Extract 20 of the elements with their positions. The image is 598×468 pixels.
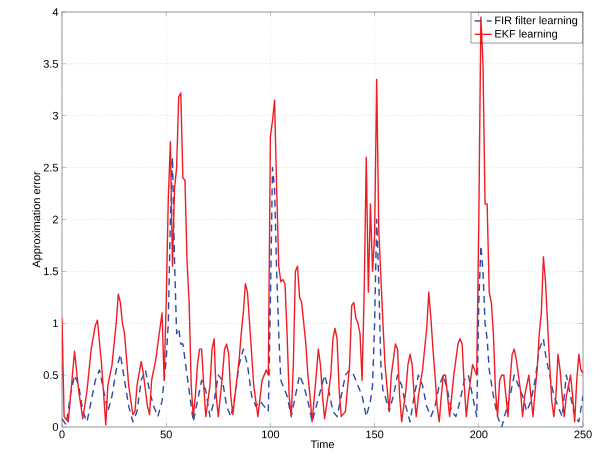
y-tick-label: 2 (52, 216, 58, 224)
x-tick-label: 150 (366, 430, 384, 438)
y-axis-title: Approximation error (32, 172, 42, 268)
y-tick-label: 1 (53, 319, 58, 328)
y-tick-label: 4 (52, 8, 58, 16)
legend-label: FIR filter learning (495, 16, 578, 26)
x-tick-label: 200 (470, 430, 488, 438)
x-tick-label: 250 (574, 430, 592, 438)
y-tick-label: 0.5 (44, 371, 58, 380)
y-tick-label: 1.5 (44, 268, 58, 276)
y-tick-label: 3.5 (44, 60, 58, 68)
x-tick-label: 100 (262, 430, 280, 438)
x-tick-label: 0 (59, 430, 65, 438)
x-tick-label: 50 (160, 430, 172, 438)
line-series (62, 16, 584, 426)
y-tick-label: 0 (52, 423, 58, 431)
legend-label: EKF learning (495, 30, 558, 40)
y-tick-label: 3 (52, 112, 58, 120)
x-axis-title: Time (310, 440, 334, 448)
y-tick-label: 2.5 (44, 164, 58, 172)
